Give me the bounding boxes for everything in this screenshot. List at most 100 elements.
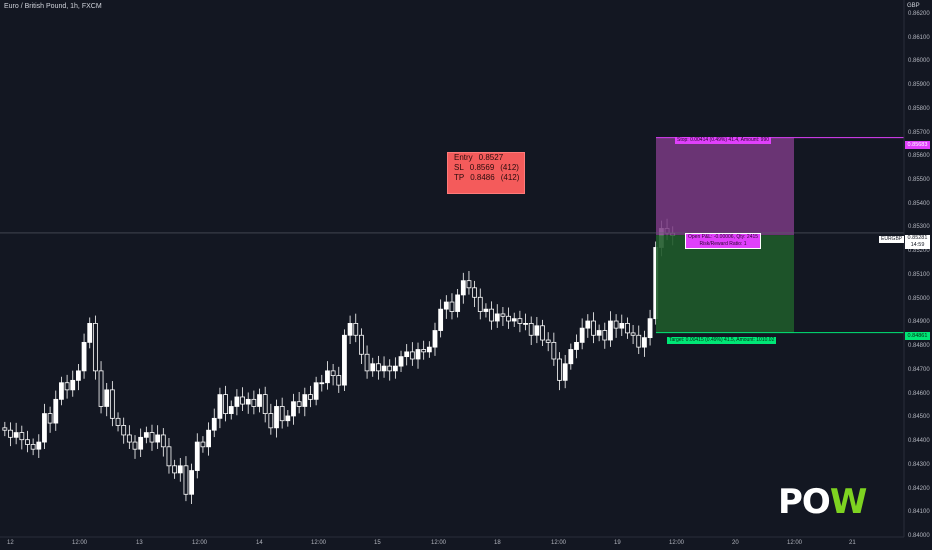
candle	[347, 322, 353, 336]
time-tick: 14	[256, 540, 263, 546]
candle	[557, 358, 562, 381]
candle	[240, 396, 245, 405]
price-tick: 0.84700	[908, 366, 930, 373]
candle	[285, 415, 291, 422]
candle	[13, 432, 19, 438]
risk-reward-text: Risk/Reward Ratio: 1	[699, 241, 747, 247]
candle	[500, 313, 506, 317]
candle	[81, 341, 87, 372]
candle	[562, 363, 568, 381]
time-tick: 18	[494, 540, 501, 546]
price-tick: 0.84900	[908, 319, 930, 326]
candle	[211, 417, 217, 431]
order-row-tp: TP 0.8486 (412)	[448, 173, 524, 183]
candle	[291, 401, 296, 417]
candle	[415, 349, 421, 360]
candle	[596, 330, 602, 336]
candle	[104, 389, 110, 407]
candle	[392, 365, 398, 372]
candle	[268, 413, 274, 429]
candle	[455, 294, 461, 312]
candle	[359, 334, 364, 355]
time-tick: 20	[732, 540, 739, 546]
time-tick: 21	[849, 540, 856, 546]
target-zone[interactable]	[656, 235, 794, 333]
stop-label[interactable]: Stop: 0.00414 (0.49%) 41.4, Amount: 990	[675, 137, 772, 144]
candle	[409, 351, 415, 360]
candle	[438, 308, 444, 331]
candle	[494, 313, 500, 322]
candle	[426, 346, 432, 353]
candle	[545, 339, 551, 343]
time-tick: 12:00	[431, 540, 447, 546]
sl-price: 0.8569	[469, 163, 495, 172]
target-label[interactable]: Target: 0.00415 (0.49%) 41.5, Amount: 10…	[667, 337, 777, 344]
candle	[166, 446, 172, 467]
logo-po: PO	[778, 482, 831, 522]
candle	[608, 320, 613, 341]
price-tick: 0.84000	[908, 533, 930, 539]
candle	[155, 434, 161, 443]
sl-label: SL	[454, 163, 464, 172]
candle	[223, 394, 228, 414]
candle	[602, 330, 608, 341]
currency-label: GBP	[907, 3, 920, 9]
pnl-label[interactable]: Open P&L: -0.00006, Qty: 2415 Risk/Rewar…	[685, 233, 762, 249]
candle	[234, 396, 240, 407]
candle	[336, 375, 342, 386]
price-tick: 0.84200	[908, 485, 930, 492]
candle	[64, 382, 70, 391]
candle	[274, 406, 279, 429]
price-tick: 0.84400	[908, 438, 930, 445]
order-info-box[interactable]: Entry 0.8527 SL 0.8569 (412) TP 0.8486 (…	[447, 152, 525, 194]
candle	[319, 382, 325, 385]
candle	[449, 301, 455, 312]
time-tick: 13	[136, 540, 143, 546]
candle	[528, 322, 534, 336]
candle	[364, 353, 370, 372]
candle	[466, 280, 472, 289]
candle	[489, 308, 494, 322]
entry-label: Entry	[454, 153, 473, 162]
candle	[245, 398, 251, 405]
candle	[109, 389, 115, 419]
price-tick: 0.86200	[908, 10, 930, 17]
candle	[115, 417, 121, 426]
candle	[53, 398, 59, 424]
candle	[8, 429, 13, 438]
price-tick: 0.86100	[908, 34, 930, 41]
candle	[540, 325, 545, 341]
candle	[398, 356, 404, 367]
candle	[568, 349, 574, 365]
candle	[636, 334, 642, 348]
candle	[370, 363, 376, 372]
candle	[579, 327, 585, 343]
price-tick: 0.85400	[908, 200, 930, 207]
candle	[625, 322, 630, 334]
candle	[92, 322, 98, 372]
stop-zone[interactable]	[656, 137, 794, 236]
price-tick: 0.85600	[908, 153, 930, 160]
candle	[302, 394, 308, 407]
candle	[121, 425, 127, 436]
candle	[2, 427, 8, 431]
tp-label: TP	[454, 173, 465, 182]
candle	[574, 341, 579, 350]
candle	[36, 441, 42, 450]
sl-pips: (412)	[500, 163, 519, 172]
symbol-tag: EURGBP	[879, 236, 905, 243]
candle	[206, 429, 211, 448]
time-tick: 12:00	[669, 540, 685, 546]
candle	[421, 349, 427, 353]
order-row-sl: SL 0.8569 (412)	[448, 163, 524, 173]
candle	[138, 436, 144, 450]
candle	[613, 320, 619, 329]
candle	[472, 287, 478, 298]
target-price-tag: 0.84861	[905, 332, 930, 340]
price-tick: 0.84600	[908, 390, 930, 397]
price-tick: 0.85100	[908, 271, 930, 278]
time-tick: 12:00	[72, 540, 88, 546]
price-tick: 0.86000	[908, 58, 930, 65]
candle	[189, 470, 195, 495]
